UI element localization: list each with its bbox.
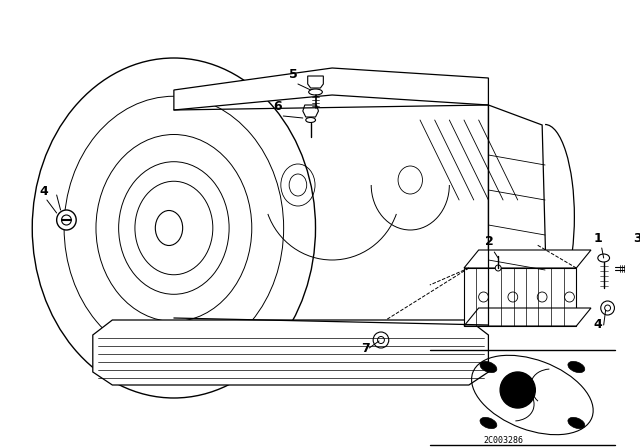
Polygon shape (93, 320, 488, 385)
Ellipse shape (480, 362, 497, 373)
Polygon shape (174, 68, 488, 110)
Text: 5: 5 (289, 68, 298, 81)
Text: 7: 7 (362, 342, 370, 355)
Polygon shape (308, 76, 323, 88)
Ellipse shape (568, 418, 585, 429)
Text: 3: 3 (633, 232, 640, 245)
Text: 2C003286: 2C003286 (483, 436, 523, 445)
Ellipse shape (568, 362, 585, 373)
Ellipse shape (479, 292, 488, 302)
Ellipse shape (598, 254, 609, 262)
Ellipse shape (57, 210, 76, 230)
Polygon shape (630, 257, 640, 270)
Ellipse shape (601, 301, 614, 315)
Polygon shape (303, 105, 319, 117)
Polygon shape (488, 105, 547, 325)
Ellipse shape (378, 336, 385, 344)
Ellipse shape (308, 89, 323, 95)
Polygon shape (464, 268, 577, 326)
Ellipse shape (480, 418, 497, 429)
Ellipse shape (564, 292, 574, 302)
Text: 4: 4 (39, 185, 48, 198)
Ellipse shape (508, 292, 518, 302)
Circle shape (500, 372, 535, 408)
Ellipse shape (495, 265, 501, 271)
Polygon shape (464, 308, 591, 326)
Ellipse shape (373, 332, 388, 348)
Text: 4: 4 (594, 318, 603, 331)
Text: 2: 2 (486, 235, 494, 248)
Text: 1: 1 (594, 232, 603, 245)
Text: 6: 6 (273, 100, 282, 113)
Ellipse shape (605, 305, 611, 311)
Polygon shape (464, 250, 591, 268)
Ellipse shape (537, 292, 547, 302)
Ellipse shape (306, 117, 316, 122)
Ellipse shape (61, 215, 71, 225)
